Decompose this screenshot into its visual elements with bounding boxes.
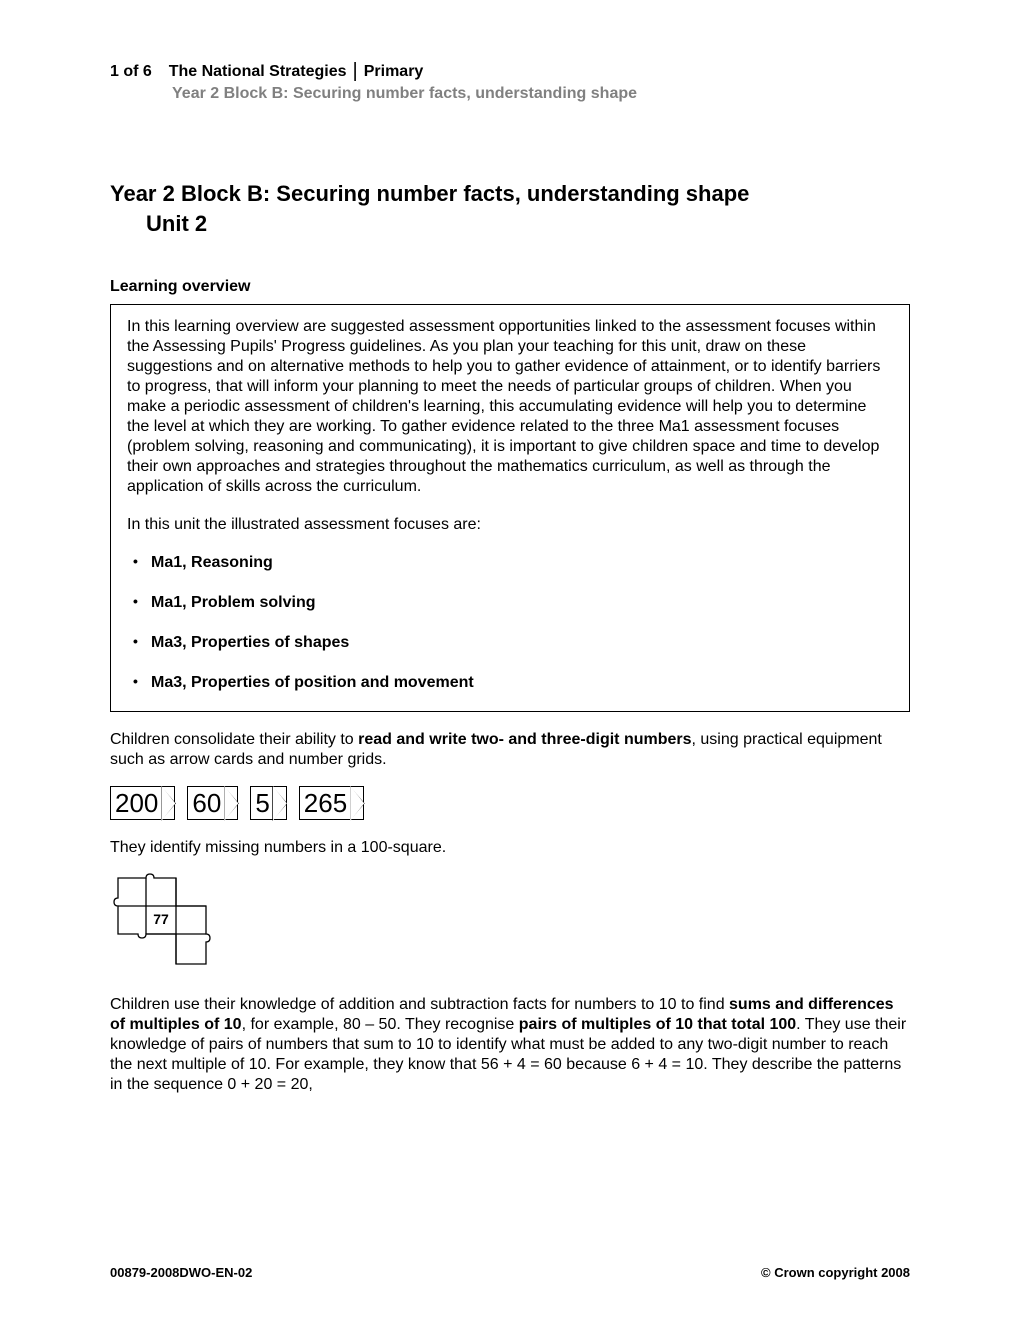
bullet-item: Ma1, Problem solving xyxy=(133,593,893,613)
bullet-item: Ma3, Properties of shapes xyxy=(133,633,893,653)
arrow-cards-row: 200 60 5 265 xyxy=(110,786,910,820)
header-sub: Year 2 Block B: Securing number facts, u… xyxy=(172,85,910,103)
bullet-item: Ma3, Properties of position and movement xyxy=(133,673,893,693)
learning-overview-box: In this learning overview are suggested … xyxy=(110,304,910,712)
title-line2: Unit 2 xyxy=(146,211,207,236)
arrow-card: 60 xyxy=(187,786,238,820)
body-p3: Children use their knowledge of addition… xyxy=(110,995,910,1095)
body-p3-a: Children use their knowledge of addition… xyxy=(110,996,729,1013)
learning-overview-label: Learning overview xyxy=(110,278,910,296)
body-p1-a: Children consolidate their ability to xyxy=(110,731,358,748)
header-tail: Primary xyxy=(364,63,424,81)
arrow-card-value: 265 xyxy=(304,788,347,819)
overview-p1: In this learning overview are suggested … xyxy=(127,317,893,497)
page-title: Year 2 Block B: Securing number facts, u… xyxy=(110,179,910,238)
header-main: The National Strategies xyxy=(169,63,347,81)
body-p3-c: , for example, 80 – 50. They recognise xyxy=(242,1016,519,1033)
arrow-card: 5 xyxy=(250,786,286,820)
header-pipe: | xyxy=(351,60,360,83)
footer-right: © Crown copyright 2008 xyxy=(761,1265,910,1280)
body-p2: They identify missing numbers in a 100-s… xyxy=(110,838,910,858)
arrow-card: 265 xyxy=(299,786,364,820)
arrow-card-value: 5 xyxy=(255,788,269,819)
body-p1-b: read and write two- and three-digit numb… xyxy=(358,731,691,748)
footer-left: 00879-2008DWO-EN-02 xyxy=(110,1265,252,1280)
arrow-card-value: 60 xyxy=(192,788,221,819)
bullet-item: Ma1, Reasoning xyxy=(133,553,893,573)
header-line: 1 of 6 The National Strategies | Primary xyxy=(110,60,910,83)
body-p1: Children consolidate their ability to re… xyxy=(110,730,910,770)
title-line1: Year 2 Block B: Securing number facts, u… xyxy=(110,181,749,206)
arrow-card: 200 xyxy=(110,786,175,820)
overview-bullets: Ma1, Reasoning Ma1, Problem solving Ma3,… xyxy=(127,553,893,693)
overview-p2: In this unit the illustrated assessment … xyxy=(127,515,893,535)
arrow-card-value: 200 xyxy=(115,788,158,819)
puzzle-icon: 77 xyxy=(110,872,220,972)
body-p3-d: pairs of multiples of 10 that total 100 xyxy=(519,1016,796,1033)
page-footer: 00879-2008DWO-EN-02 © Crown copyright 20… xyxy=(110,1265,910,1280)
page-indicator: 1 of 6 xyxy=(110,63,152,81)
puzzle-value: 77 xyxy=(153,911,169,927)
